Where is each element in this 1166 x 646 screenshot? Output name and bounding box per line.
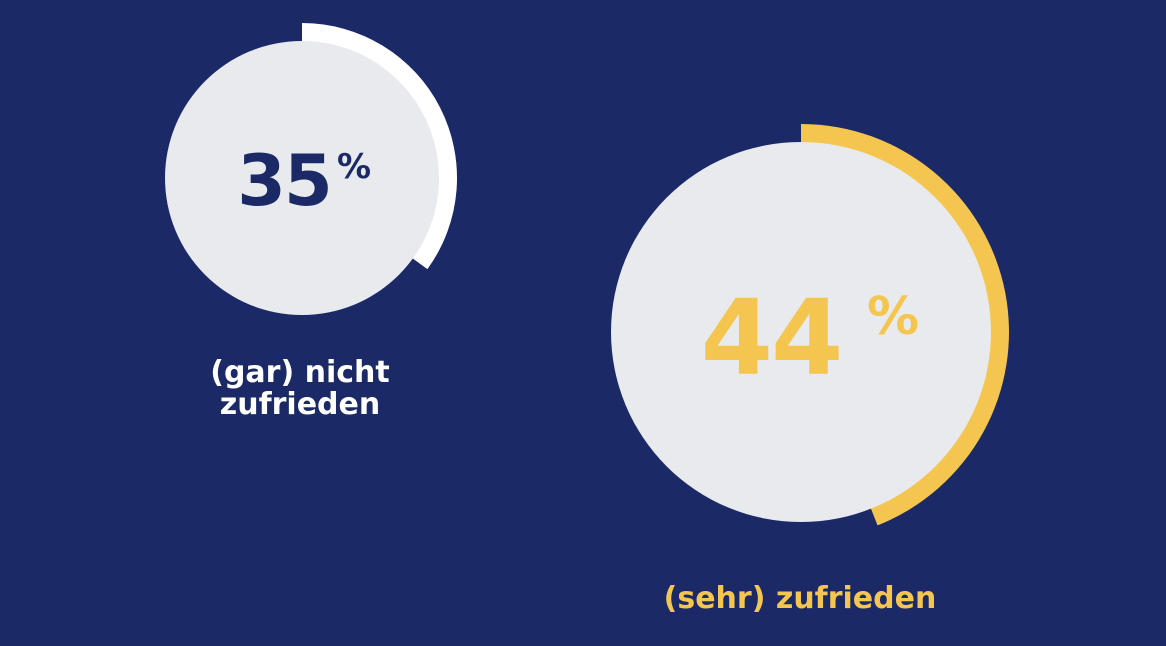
donut-not-satisfied: 35 % bbox=[165, 22, 458, 315]
donut-satisfied: 44 % bbox=[611, 124, 1009, 526]
disc-not-satisfied bbox=[165, 41, 439, 315]
percent-sign-not-satisfied: % bbox=[337, 147, 371, 187]
percent-sign-satisfied: % bbox=[867, 287, 919, 347]
category-label-line-1: (gar) nicht bbox=[210, 355, 390, 390]
value-label-not-satisfied: 35 bbox=[237, 140, 330, 222]
disc-satisfied bbox=[611, 142, 991, 522]
category-label-satisfied: (sehr) zufrieden bbox=[630, 583, 970, 615]
value-label-satisfied: 44 bbox=[701, 277, 842, 399]
category-label-not-satisfied: (gar) nicht zufrieden bbox=[150, 357, 450, 421]
category-label-line-2: zufrieden bbox=[219, 387, 381, 422]
category-label-line-1: (sehr) zufrieden bbox=[663, 581, 937, 616]
